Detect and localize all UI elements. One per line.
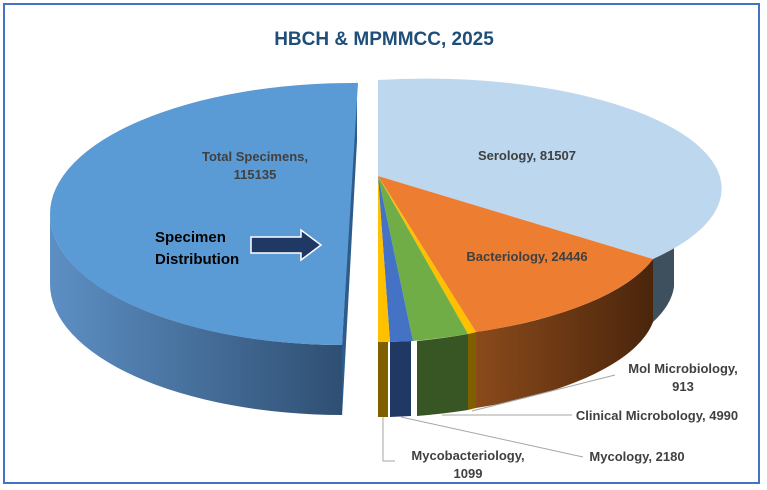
- right-tops: [378, 78, 722, 342]
- right-walls: [378, 222, 674, 417]
- slice-total-specimens-side: [342, 80, 357, 417]
- label-mycology: Mycology, 2180: [589, 449, 684, 464]
- label-serology: Serology, 81507: [478, 148, 576, 163]
- slice-myco-top: [378, 176, 390, 342]
- label-mol-name: Mol Microbiology,: [628, 361, 738, 376]
- label-clinical: Clinical Microbology, 4990: [576, 408, 738, 423]
- slice-mol-top: [378, 176, 476, 334]
- annotation-line-2: Distribution: [155, 251, 239, 268]
- slice-myco-wall: [378, 342, 388, 417]
- slice-bacteriology-top: [378, 176, 653, 332]
- chart-title: HBCH & MPMMCC, 2025: [274, 29, 494, 50]
- slice-mycology-wall: [390, 341, 411, 417]
- leader-mycology: [400, 416, 584, 458]
- slice-serology-top: [378, 78, 722, 259]
- leader-lines: [382, 374, 616, 462]
- label-mol-value: 913: [672, 379, 694, 394]
- pie-chart: HBCH & MPMMCC, 2025 Specimen Distributio…: [49, 29, 738, 481]
- slice-clinical-top: [378, 176, 468, 341]
- label-myco-value: 1099: [454, 466, 483, 481]
- arrow-icon: [250, 228, 323, 262]
- label-bacteriology: Bacteriology, 24446: [466, 249, 587, 264]
- label-myco-name: Mycobacteriology,: [411, 448, 524, 463]
- slice-total-specimens-group: [49, 80, 359, 417]
- chart-frame: HBCH & MPMMCC, 2025 Specimen Distributio…: [3, 3, 760, 484]
- leader-mol: [471, 374, 616, 412]
- leader-myco: [382, 417, 395, 462]
- slice-total-specimens-wall: [50, 214, 342, 415]
- slice-mycology-top: [378, 176, 413, 342]
- slice-bacteriology-wall: [476, 259, 653, 408]
- slice-clinical-wall: [417, 334, 468, 416]
- slice-total-specimens-top: [49, 82, 359, 345]
- label-total-value: 115135: [234, 167, 277, 182]
- label-total-name: Total Specimens,: [202, 149, 308, 164]
- annotation-line-1: Specimen: [155, 229, 226, 246]
- slice-mol-wall: [468, 332, 476, 410]
